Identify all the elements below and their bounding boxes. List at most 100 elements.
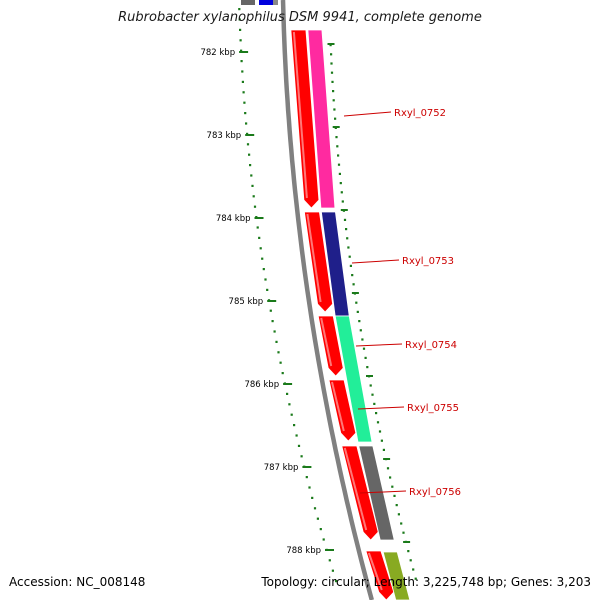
tick-label: 782 kbp <box>200 48 235 58</box>
inner-tick <box>389 476 392 479</box>
inner-tick <box>375 412 378 415</box>
inner-tick <box>369 384 372 387</box>
forward-gene-block <box>358 445 395 541</box>
inner-tick <box>400 522 403 525</box>
minor-tick <box>252 195 255 198</box>
inner-tick <box>343 218 347 221</box>
genome-backbone <box>280 0 374 600</box>
feature-stub <box>241 0 255 5</box>
inner-tick <box>337 154 340 157</box>
major-tick <box>239 51 249 53</box>
minor-tick <box>288 403 291 406</box>
inner-tick <box>330 71 334 74</box>
forward-gene-block <box>382 551 411 600</box>
minor-tick <box>238 18 241 21</box>
major-tick <box>283 383 293 385</box>
inner-major-tick <box>332 126 340 128</box>
inner-tick <box>349 264 352 267</box>
inner-tick <box>355 301 358 304</box>
minor-tick <box>243 101 246 104</box>
inner-tick <box>402 531 405 534</box>
gene-leader-line <box>351 259 400 264</box>
inner-tick <box>331 80 334 83</box>
minor-tick <box>266 288 269 291</box>
gene-label: Rxyl_0754 <box>405 340 457 351</box>
minor-tick <box>316 517 319 520</box>
inner-tick <box>339 182 342 185</box>
gene-highlight <box>306 213 322 303</box>
minor-tick <box>300 455 303 458</box>
inner-tick <box>414 577 417 580</box>
minor-tick <box>248 153 251 156</box>
inner-major-tick <box>366 375 373 377</box>
minor-tick <box>258 236 261 239</box>
inner-major-tick <box>351 292 359 294</box>
major-tick <box>302 466 312 468</box>
feature-stub <box>259 0 273 5</box>
gene-highlight <box>367 552 383 591</box>
minor-tick <box>277 351 280 354</box>
inner-tick <box>362 347 366 350</box>
inner-tick <box>330 53 333 56</box>
minor-tick <box>259 247 262 250</box>
inner-major-tick <box>327 43 335 45</box>
feature-stub <box>273 0 278 5</box>
minor-tick <box>264 278 267 281</box>
gene-highlight <box>292 31 308 199</box>
minor-tick <box>281 372 284 375</box>
minor-tick <box>262 268 265 271</box>
gene-label: Rxyl_0756 <box>409 487 461 498</box>
minor-tick <box>319 528 322 531</box>
inner-tick <box>338 172 341 175</box>
inner-tick <box>395 504 398 507</box>
minor-tick <box>271 320 274 323</box>
gene-highlight <box>320 317 333 367</box>
minor-tick <box>290 413 293 416</box>
inner-tick <box>356 310 359 313</box>
topology-summary: Topology: circular; Length: 3,225,748 bp… <box>261 575 591 589</box>
inner-tick <box>382 448 385 451</box>
inner-tick <box>329 44 332 47</box>
inner-tick <box>341 200 344 203</box>
minor-tick <box>295 434 298 437</box>
gene-label: Rxyl_0755 <box>407 403 459 414</box>
minor-tick <box>241 70 244 73</box>
gene-label: Rxyl_0752 <box>394 108 446 119</box>
inner-tick <box>397 513 400 516</box>
forward-gene-block <box>307 29 336 209</box>
map-title: Rubrobacter xylanophilus DSM 9941, compl… <box>118 10 482 25</box>
tick-label: 787 kbp <box>264 463 299 473</box>
minor-tick <box>269 309 272 312</box>
inner-tick <box>373 402 376 405</box>
minor-tick <box>242 91 245 94</box>
gene-leader-line <box>357 406 405 410</box>
accession-label: Accession: NC_008148 <box>9 575 146 589</box>
minor-tick <box>256 226 259 229</box>
minor-tick <box>240 49 243 52</box>
minor-tick <box>293 424 296 427</box>
inner-tick <box>409 559 412 562</box>
tick-label: 784 kbp <box>216 214 251 224</box>
inner-tick <box>412 568 415 571</box>
gene-leader-line <box>355 343 403 347</box>
minor-tick <box>245 122 248 125</box>
inner-major-tick <box>383 458 391 460</box>
minor-tick <box>253 205 257 208</box>
minor-tick <box>328 559 331 562</box>
minor-tick <box>249 164 252 167</box>
tick-label: 786 kbp <box>244 380 279 390</box>
inner-tick <box>332 99 335 102</box>
inner-tick <box>333 108 336 111</box>
inner-tick <box>393 494 396 497</box>
minor-tick <box>240 60 243 63</box>
minor-tick <box>313 507 317 510</box>
inner-tick <box>340 191 343 194</box>
minor-tick <box>322 538 325 541</box>
minor-tick <box>251 184 254 187</box>
minor-tick <box>250 174 253 177</box>
major-tick <box>245 134 255 136</box>
inner-tick <box>346 237 349 240</box>
minor-tick <box>286 392 289 395</box>
minor-tick <box>297 444 301 447</box>
gene-leader-line <box>343 111 392 117</box>
